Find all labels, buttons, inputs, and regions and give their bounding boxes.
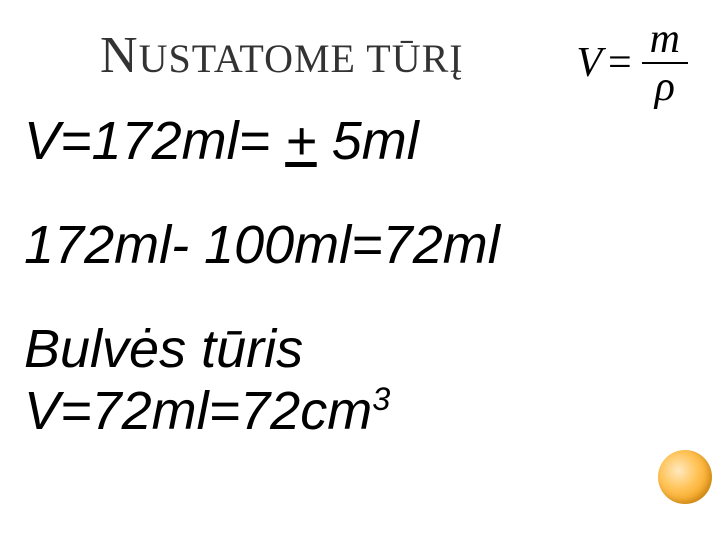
line-1-pm: + [285, 111, 317, 171]
body-text: V=172ml= + 5ml 172ml- 100ml=72ml Bulvės … [24, 110, 500, 442]
formula-denominator: ρ [647, 64, 683, 108]
title-first-letter: N [100, 27, 139, 84]
line-1-post: 5ml [317, 111, 419, 171]
line-4-sup: 3 [372, 381, 390, 417]
decorative-circle-icon [658, 450, 712, 504]
line-4: V=72ml=72cm3 [24, 380, 500, 442]
formula-equals: = [608, 39, 632, 87]
slide: NUSTATOME TŪRĮ V = m ρ V=172ml= + 5ml 17… [0, 0, 720, 540]
line-2: 172ml- 100ml=72ml [24, 214, 500, 276]
formula-fraction: m ρ [642, 18, 688, 108]
formula-lhs: V [576, 39, 602, 87]
line-1: V=172ml= + 5ml [24, 110, 500, 172]
title-rest: USTATOME TŪRĮ [139, 36, 464, 81]
slide-title: NUSTATOME TŪRĮ [100, 26, 464, 85]
formula-numerator: m [642, 18, 688, 64]
density-formula: V = m ρ [576, 18, 688, 108]
line-1-pre: V=172ml= [24, 111, 285, 171]
line-4-pre: V=72ml=72cm [24, 381, 372, 441]
line-3: Bulvės tūris [24, 318, 500, 380]
